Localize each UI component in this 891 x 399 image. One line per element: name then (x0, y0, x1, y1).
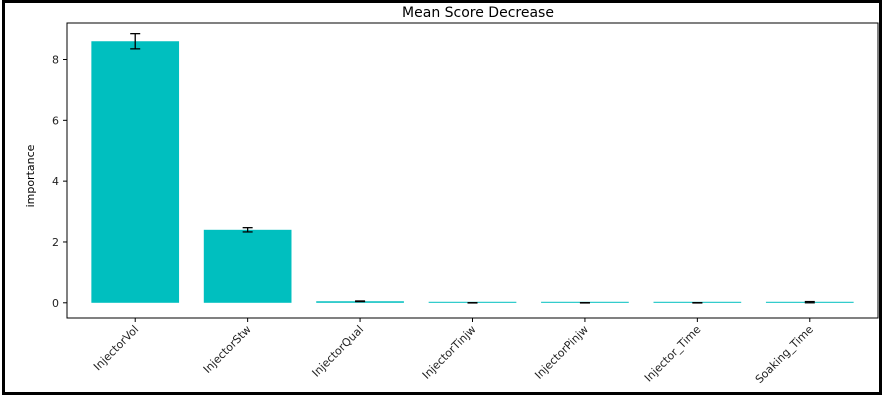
y-tick-label-6: 6 (52, 114, 59, 127)
x-tick-label-Soaking_Time: Soaking_Time (753, 323, 816, 386)
bar-InjectorVol (91, 41, 180, 303)
y-tick-label-0: 0 (52, 297, 59, 310)
x-tick-label-InjectorVol: InjectorVol (91, 323, 141, 373)
plot-area: 0 2 4 6 8 InjectorVol InjectorStw InjectorQual I… (52, 22, 879, 386)
x-tick-label-InjectorStw: InjectorStw (201, 323, 254, 376)
x-tick-label-Injector_Time: Injector_Time (642, 323, 704, 385)
y-tick-label-2: 2 (52, 236, 59, 249)
bar-InjectorStw (203, 229, 292, 303)
y-tick-label-4: 4 (52, 175, 59, 188)
x-tick-label-InjectorQual: InjectorQual (310, 323, 367, 380)
plot-border (66, 22, 879, 319)
y-axis-label: importance (24, 144, 37, 207)
chart-title: Mean Score Decrease (402, 5, 554, 21)
y-tick-label-8: 8 (52, 53, 59, 66)
x-tick-label-InjectorTinjw: InjectorTinjw (420, 323, 479, 382)
x-tick-label-InjectorPinjw: InjectorPinjw (532, 323, 591, 382)
